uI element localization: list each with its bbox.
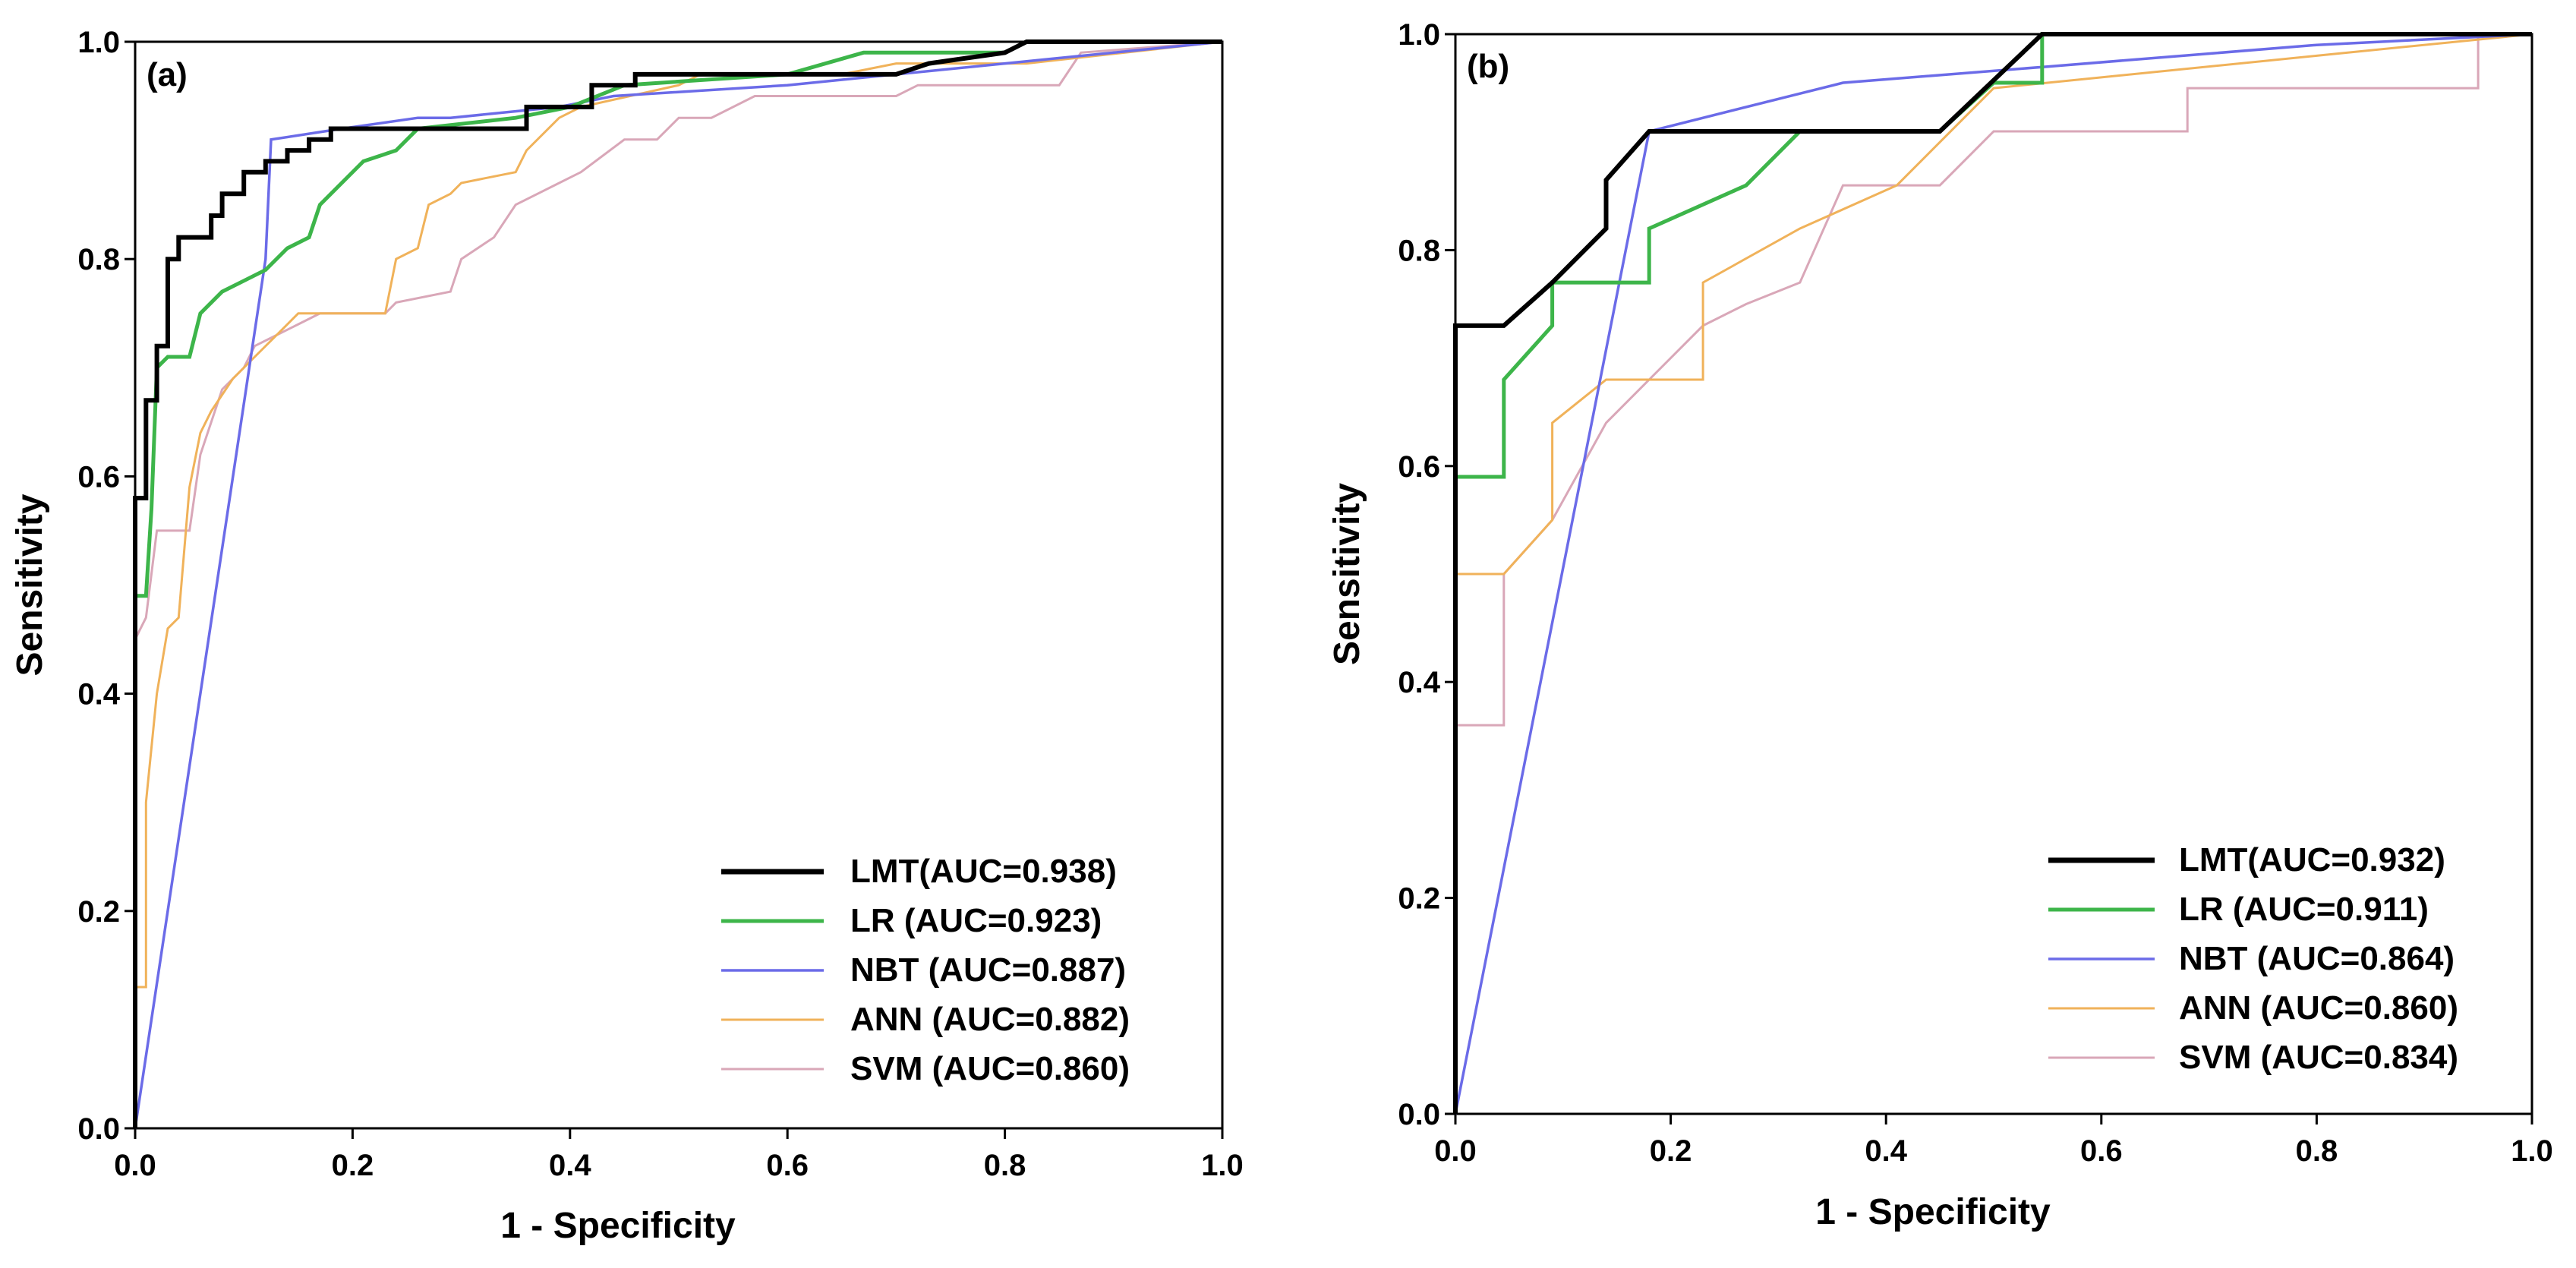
roc-curve-nbt (1454, 33, 2533, 1115)
y-tick-label: 0.8 (1398, 234, 1440, 267)
x-tick-label: 0.2 (332, 1149, 374, 1182)
legend-label-svm: SVM (AUC=0.834) (2179, 1039, 2458, 1076)
roc-curve-nbt (134, 40, 1223, 1129)
y-tick-label: 0.0 (77, 1112, 120, 1146)
panel-label: (b) (1467, 48, 1509, 85)
roc-curve-ann (1454, 33, 2533, 1114)
x-tick-label: 1.0 (2511, 1134, 2553, 1168)
roc-curve-lr (1453, 32, 2532, 1114)
y-tick-label: 1.0 (77, 26, 120, 59)
roc-curve-ann (134, 40, 1223, 1128)
legend-label-ann: ANN (AUC=0.882) (850, 1001, 1130, 1038)
y-axis-title: Sensitivity (1327, 483, 1367, 665)
x-tick-label: 0.4 (1865, 1134, 1907, 1168)
x-tick-label: 0.8 (2296, 1134, 2338, 1168)
x-axis-title: 1 - Specificity (500, 1206, 736, 1246)
x-tick-label: 0.2 (1650, 1134, 1692, 1168)
roc-curve-svm (134, 40, 1223, 1128)
x-tick-label: 0.0 (114, 1149, 156, 1182)
y-tick-label: 0.6 (77, 460, 120, 494)
legend-label-lr: LR (AUC=0.923) (850, 902, 1102, 939)
x-tick-label: 1.0 (1201, 1149, 1244, 1182)
panel-label: (a) (147, 56, 188, 93)
y-tick-label: 0.0 (1398, 1098, 1440, 1131)
y-tick-label: 0.6 (1398, 450, 1440, 484)
y-tick-label: 0.4 (1398, 666, 1440, 699)
legend: LMT(AUC=0.938) LR (AUC=0.923) NBT (AUC=0.8… (721, 853, 1130, 1087)
legend: LMT(AUC=0.932) LR (AUC=0.911) NBT (AUC=0.8… (2048, 841, 2458, 1076)
y-tick-label: 0.2 (1398, 882, 1440, 916)
x-tick-label: 0.6 (2080, 1134, 2123, 1168)
legend-label-nbt: NBT (AUC=0.887) (850, 951, 1126, 989)
chart-panel-b: 0.00.0 0.2 0.2 0.4 0.4 0.6 0.6 0.8 0.8 1.0 1.0 1 - … (1327, 18, 2553, 1232)
legend-label-lmt: LMT(AUC=0.938) (850, 853, 1117, 890)
legend-label-lmt: LMT(AUC=0.932) (2179, 841, 2445, 878)
x-axis-title: 1 - Specificity (1815, 1192, 2051, 1232)
legend-label-svm: SVM (AUC=0.860) (850, 1050, 1130, 1087)
y-tick-label: 0.4 (77, 678, 120, 711)
roc-curve-lmt (1453, 32, 2532, 1114)
roc-curve-lmt (133, 39, 1222, 1128)
y-axis-title: Sensitivity (10, 494, 50, 676)
legend-label-lr: LR (AUC=0.911) (2179, 891, 2429, 928)
chart-panel-a: 0.00.0 0.2 0.2 0.4 0.4 0.6 0.6 0.8 0.8 1.0 1.0 1 - … (10, 26, 1244, 1246)
y-tick-label: 1.0 (1398, 18, 1440, 52)
y-tick-label: 0.8 (77, 243, 120, 276)
roc-curve-svm (1454, 33, 2532, 1114)
x-tick-label: 0.8 (984, 1149, 1026, 1182)
x-tick-label: 0.6 (766, 1149, 809, 1182)
legend-label-ann: ANN (AUC=0.860) (2179, 989, 2458, 1027)
y-tick-label: 0.2 (77, 895, 120, 929)
legend-label-nbt: NBT (AUC=0.864) (2179, 940, 2455, 977)
x-tick-label: 0.0 (1434, 1134, 1477, 1168)
x-tick-label: 0.4 (549, 1149, 591, 1182)
